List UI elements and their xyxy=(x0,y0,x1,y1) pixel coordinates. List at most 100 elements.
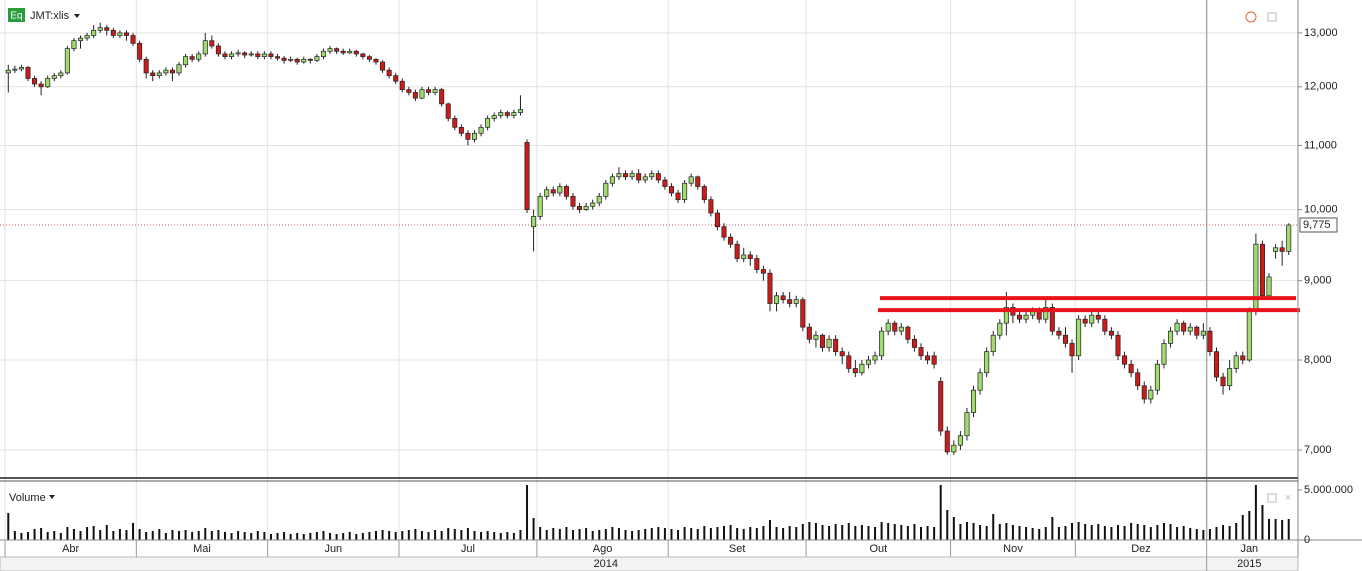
volume-bar xyxy=(585,528,588,540)
candle-body xyxy=(110,29,116,36)
candle-body xyxy=(859,363,865,374)
candle-body xyxy=(879,330,885,357)
window-icon[interactable] xyxy=(1267,493,1277,503)
volume-bar xyxy=(558,529,561,540)
candle-body xyxy=(373,58,379,63)
candle-body xyxy=(1062,334,1068,344)
volume-bar xyxy=(1281,520,1284,540)
volume-bar xyxy=(480,532,483,540)
candle-body xyxy=(380,61,386,71)
candle-body xyxy=(682,182,688,200)
candle-body xyxy=(419,89,425,99)
candle-body xyxy=(242,52,248,56)
volume-bar xyxy=(795,527,798,540)
candle-body xyxy=(1266,276,1272,297)
volume-bar xyxy=(1143,525,1146,540)
volume-bar xyxy=(775,527,778,540)
symbol[interactable]: JMT:xlis xyxy=(30,10,70,22)
volume-bar xyxy=(230,533,233,540)
volume-bar xyxy=(1169,524,1172,540)
volume-bar xyxy=(125,530,128,540)
candle-body xyxy=(1181,322,1187,332)
volume-bar xyxy=(677,530,680,540)
volume-bar xyxy=(972,523,975,540)
candle-body xyxy=(5,69,11,74)
volume-bar xyxy=(1149,527,1152,540)
volume-bar xyxy=(545,530,548,540)
volume-bar xyxy=(59,533,62,540)
volume-bar xyxy=(33,529,36,540)
symbol-menu[interactable] xyxy=(74,14,80,18)
volume-bar xyxy=(381,530,384,540)
volume-bar xyxy=(329,533,332,540)
candle-body xyxy=(885,322,891,332)
volume-bar xyxy=(493,532,496,540)
volume-bar xyxy=(72,529,75,540)
volume-title[interactable]: Volume xyxy=(9,492,46,504)
volume-bar xyxy=(355,534,358,540)
candle-body xyxy=(485,118,491,128)
volume-bar xyxy=(690,528,693,540)
candle-body xyxy=(852,368,858,374)
candle-body xyxy=(813,334,819,340)
volume-bar xyxy=(979,525,982,540)
close-icon[interactable]: × xyxy=(1285,492,1291,504)
volume-bar xyxy=(1116,525,1119,540)
candle-body xyxy=(590,202,596,207)
volume-bar xyxy=(1097,524,1100,540)
candle-body xyxy=(150,72,156,77)
volume-bar xyxy=(1110,527,1113,540)
candle-body xyxy=(918,347,924,357)
candle-body xyxy=(196,53,202,60)
candle-body xyxy=(452,118,458,128)
candle-body xyxy=(839,351,845,357)
volume-bar xyxy=(1195,529,1198,540)
candle-body xyxy=(1161,343,1167,365)
candle-body xyxy=(399,80,405,90)
volume-bar xyxy=(532,518,535,540)
window-icon[interactable] xyxy=(1267,12,1277,22)
badge-icon xyxy=(8,8,25,22)
candle-body xyxy=(905,326,911,340)
volume-bar xyxy=(723,526,726,540)
candle-body xyxy=(32,78,38,85)
y-tick-label: 9,000 xyxy=(1304,275,1332,287)
volume-bar xyxy=(184,530,187,540)
clock-icon[interactable] xyxy=(1245,11,1257,23)
volume-bar xyxy=(1156,525,1159,540)
volume-bar xyxy=(696,529,699,540)
volume-bar xyxy=(92,526,95,540)
volume-bar xyxy=(571,530,574,540)
volume-bar xyxy=(1261,505,1264,540)
candle-body xyxy=(603,182,609,197)
volume-bar xyxy=(427,532,430,540)
candle-body xyxy=(1043,307,1049,320)
volume-bar xyxy=(512,533,515,540)
volume-bar xyxy=(729,525,732,540)
candle-body xyxy=(1095,314,1101,320)
candle-body xyxy=(1194,326,1200,336)
candle-body xyxy=(334,48,340,52)
volume-bar xyxy=(1176,527,1179,540)
candle-body xyxy=(701,186,707,200)
candle-body xyxy=(662,179,668,187)
volume-bar xyxy=(920,527,923,540)
x-tick-label: Jan xyxy=(1240,543,1258,555)
volume-menu[interactable] xyxy=(49,495,55,499)
candle-body xyxy=(931,355,937,365)
volume-bar xyxy=(1248,511,1251,540)
volume-bar xyxy=(86,527,89,540)
candle-body xyxy=(997,322,1003,336)
volume-bar xyxy=(565,527,568,540)
candle-body xyxy=(872,355,878,361)
volume-bar xyxy=(1254,485,1257,540)
volume-bar xyxy=(998,524,1001,540)
candle-body xyxy=(471,132,478,140)
x-tick-label: Mai xyxy=(193,543,211,555)
candle-body xyxy=(577,205,583,211)
last-price-label: 9,775 xyxy=(1303,219,1331,231)
candle-body xyxy=(1207,330,1213,352)
candle-body xyxy=(445,103,451,119)
candle-body xyxy=(714,212,720,228)
candle-body xyxy=(360,53,366,57)
